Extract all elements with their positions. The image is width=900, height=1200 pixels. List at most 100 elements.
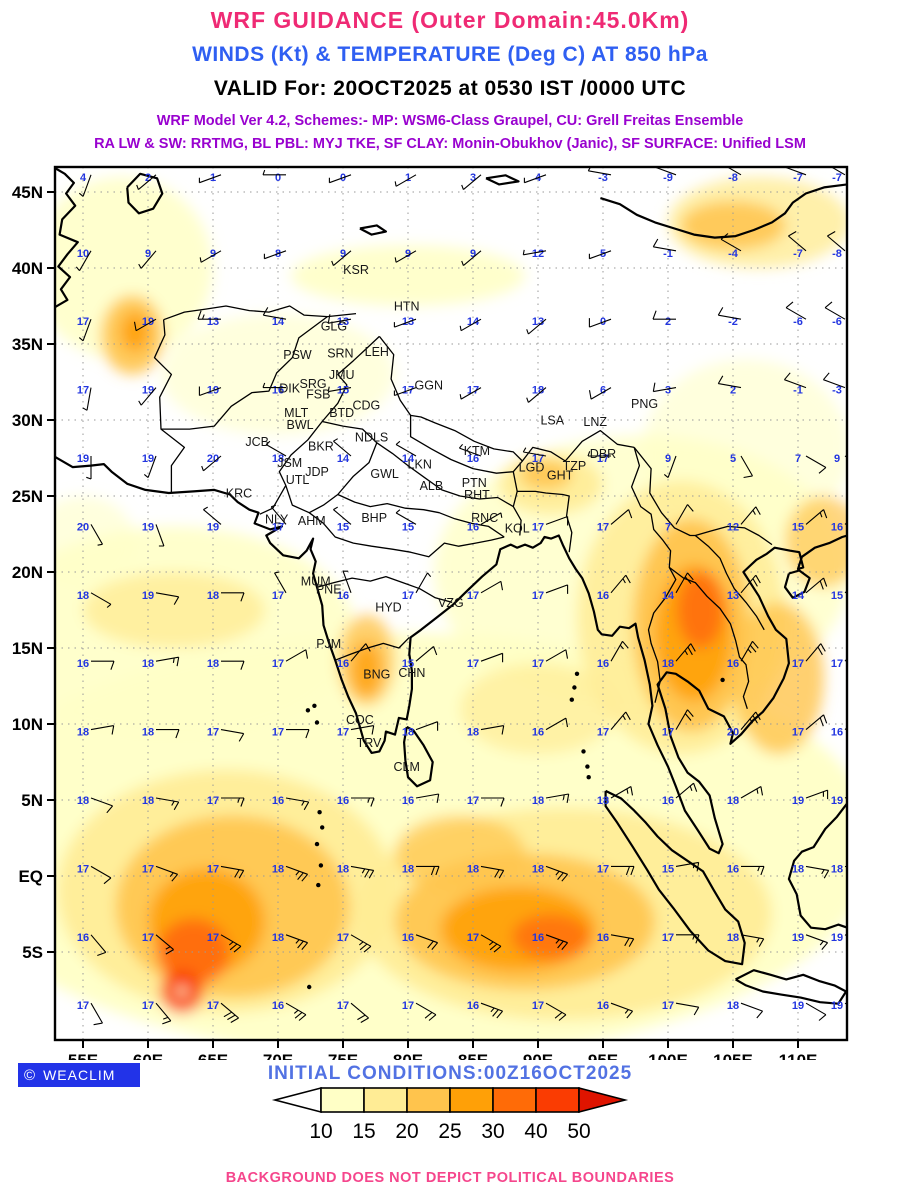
colorbar-tick-label: 10 [309, 1120, 332, 1143]
wind-barb [610, 640, 629, 662]
wind-barb [480, 1002, 504, 1019]
wind-barb [415, 1002, 437, 1021]
wind-barb [459, 387, 482, 400]
temperature-value: -1 [793, 385, 803, 397]
temperature-value: 19 [207, 521, 219, 533]
weaclim-badge: © WEACLIM [18, 1063, 140, 1087]
wind-barb [91, 660, 115, 670]
wind-barb [526, 318, 547, 335]
wind-barb [270, 504, 287, 525]
wind-barb [221, 660, 245, 670]
wind-barb [461, 250, 482, 267]
wind-barb [822, 372, 846, 389]
temperature-value: 1 [405, 172, 411, 184]
lat-tick-label: 25N [12, 487, 43, 506]
temperature-value: 15 [662, 863, 674, 875]
temperature-value: 15 [337, 385, 349, 397]
wind-barb [138, 387, 157, 406]
lon-tick-label: 80E [393, 1051, 423, 1060]
wind-barb [197, 310, 221, 320]
wind-barb [286, 729, 310, 739]
wind-barb [220, 1002, 239, 1023]
wind-barb [788, 231, 807, 252]
wind-barb [265, 440, 287, 457]
temperature-value: -4 [728, 248, 739, 260]
station-label: TZP [563, 459, 587, 473]
lat-tick-label: 20N [12, 563, 43, 582]
temperature-value: 19 [142, 521, 154, 533]
temperature-value: 9 [405, 248, 411, 260]
station-label: PSW [283, 348, 312, 362]
wind-barb [545, 515, 569, 526]
temperature-value: 16 [272, 1000, 284, 1012]
temperature-value: 2 [730, 385, 736, 397]
wind-barb [805, 455, 827, 474]
wind-barb [394, 174, 417, 187]
wind-barb [545, 865, 569, 882]
temperature-value: 17 [77, 316, 89, 328]
temperature-value: 16 [272, 795, 284, 807]
temperature-value: 18 [727, 1000, 739, 1012]
wind-barb [824, 301, 846, 320]
wind-barb [75, 250, 92, 272]
wind-barb [740, 1002, 764, 1019]
station-label: SRN [327, 347, 353, 361]
temperature-value: 18 [532, 863, 544, 875]
temperature-value: 17 [77, 863, 89, 875]
temperature-value: 16 [662, 795, 674, 807]
wind-barb [675, 504, 694, 525]
wind-barb [827, 231, 846, 252]
wind-barb [350, 725, 375, 735]
wind-barb [805, 1002, 827, 1021]
temperature-value: 18 [402, 863, 414, 875]
station-label: PNG [631, 397, 658, 411]
wind-barb [610, 509, 633, 525]
temperature-value: 16 [337, 795, 349, 807]
temperature-value: 13 [727, 590, 739, 602]
station-label: KSR [343, 263, 369, 277]
station-label: BWL [287, 418, 314, 432]
temperature-value: 12 [727, 521, 739, 533]
temperature-value: 16 [597, 932, 609, 944]
wind-barb [717, 375, 742, 389]
wind-barb [415, 793, 440, 803]
temperature-value: 16 [597, 590, 609, 602]
temperature-value: 16 [831, 521, 843, 533]
temperature-value: 17 [272, 727, 284, 739]
station-label: ALB [420, 479, 444, 493]
temperature-value: 15 [337, 521, 349, 533]
temperature-value: 18 [792, 863, 804, 875]
wind-barb [740, 711, 761, 730]
wind-barb [90, 1002, 103, 1026]
station-label: GLG [321, 319, 347, 333]
wind-barb [805, 577, 828, 594]
lat-tick-label: 35N [12, 335, 43, 354]
wind-barb [199, 250, 222, 263]
temperature-value: 20 [207, 453, 219, 465]
wind-barb [784, 167, 807, 176]
temperature-value: 17 [792, 727, 804, 739]
wind-barb [675, 643, 696, 662]
wind-barb [220, 865, 245, 879]
lat-tick-label: 10N [12, 715, 43, 734]
wind-barb [675, 1002, 700, 1016]
station-label: RNC [471, 511, 498, 525]
lat-tick-label: 45N [12, 183, 43, 202]
footer-disclaimer: BACKGROUND DOES NOT DEPICT POLITICAL BOU… [225, 1170, 675, 1186]
temperature-value: 9 [210, 248, 216, 260]
wind-barb [133, 318, 157, 332]
temperature-value: 14 [402, 453, 415, 465]
wind-barb [155, 934, 174, 955]
wind-barb [90, 865, 112, 885]
wind-barb [522, 447, 547, 457]
wind-barb [90, 725, 115, 735]
station-label: LGD [519, 461, 545, 475]
temperature-value: 16 [77, 658, 89, 670]
station-label: BNG [363, 667, 390, 681]
valid-time-line: VALID For: 20OCT2025 at 0530 IST /0000 U… [213, 77, 687, 100]
wind-barb [395, 509, 417, 525]
map-frame [53, 165, 849, 1042]
wind-barb [480, 725, 505, 735]
temperature-value: 0 [275, 172, 281, 184]
temperature-value: 16 [597, 1000, 609, 1012]
